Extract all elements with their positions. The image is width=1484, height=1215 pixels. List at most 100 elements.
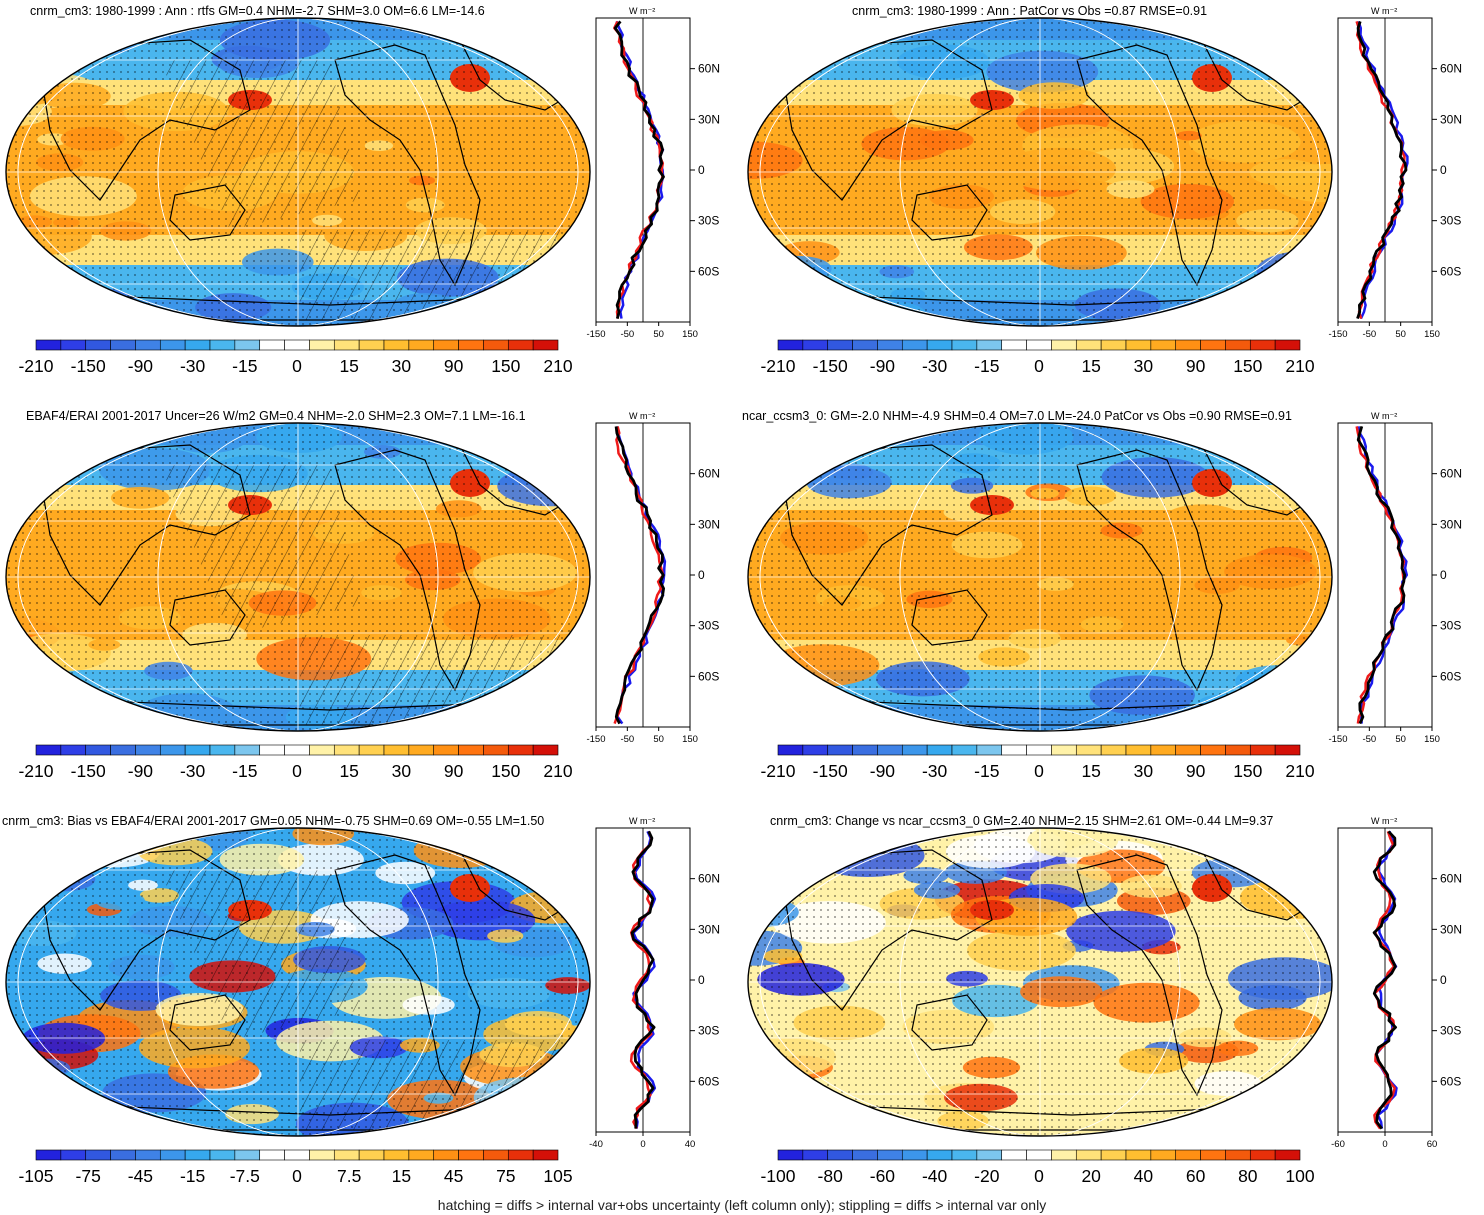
coastline	[781, 444, 993, 606]
colorbar-label: 150	[491, 356, 520, 376]
profile-x-label: 50	[653, 734, 664, 745]
profile-x-label: 0	[640, 1139, 645, 1150]
colorbar-box	[1175, 744, 1201, 756]
colorbar-label: 15	[1081, 761, 1100, 781]
colorbar-label: -90	[870, 761, 896, 781]
map-blob	[17, 283, 86, 309]
stippling	[748, 828, 1332, 1136]
colorbar-label: -210	[18, 761, 53, 781]
colorbar-box	[383, 744, 410, 756]
profile-x-label: -150	[1328, 329, 1347, 340]
footer-caption: hatching = diffs > internal var+obs unce…	[437, 1197, 1047, 1213]
colorbar-box	[951, 744, 978, 756]
colorbar-box	[110, 1149, 136, 1161]
colorbar-box	[159, 339, 186, 351]
map-blob	[533, 1087, 590, 1112]
colorbar-box	[1274, 744, 1301, 756]
colorbar-box	[926, 744, 953, 756]
colorbar-label: 210	[1285, 761, 1314, 781]
colorbar-label: -80	[818, 1166, 844, 1186]
map-blob	[515, 438, 590, 470]
zonal-profile: W m⁻² 60N 30N 0 30S 60S -40 0 40	[589, 816, 720, 1150]
colorbar-label: -90	[128, 761, 154, 781]
profile-lat-label: 0	[1440, 973, 1447, 987]
colorbar-box	[60, 744, 87, 756]
profile-x-label: -50	[620, 734, 634, 745]
profile-lat-label: 30N	[1440, 112, 1462, 126]
colorbar-label: -7.5	[230, 1166, 260, 1186]
profile-x-label: -60	[1331, 1139, 1345, 1150]
colorbar-label: 150	[1233, 761, 1262, 781]
colorbar-label: 90	[1186, 356, 1206, 376]
colorbar-box	[1249, 339, 1276, 351]
profile-lat-label: 30N	[1440, 922, 1462, 936]
colorbar-label: -45	[128, 1166, 153, 1186]
colorbar: -210 -150 -90 -30 -15 0 15 30 90 150 210	[18, 339, 573, 376]
colorbar-label: 30	[392, 356, 412, 376]
map-blob	[14, 423, 100, 445]
profile-x-label: 50	[1395, 734, 1406, 745]
profile-unit-label: W m⁻²	[1371, 816, 1397, 826]
colorbar-label: -100	[760, 1166, 795, 1186]
colorbar-label: 80	[1238, 1166, 1258, 1186]
colorbar-box	[1175, 1149, 1201, 1161]
colorbar-box	[85, 1149, 111, 1161]
map-border	[747, 827, 1333, 1137]
colorbar-box	[976, 1149, 1003, 1161]
coastline	[781, 849, 993, 1011]
profile-lat-label: 30S	[698, 214, 719, 228]
colorbar-box	[852, 1149, 878, 1161]
panel-title: cnrm_cm3: Change vs ncar_ccsm3_0 GM=2.40…	[770, 814, 1274, 828]
profile-lat-label: 60S	[1440, 264, 1461, 278]
colorbar-box	[333, 744, 360, 756]
map-blob	[751, 1092, 832, 1123]
graticule-line	[157, 18, 439, 326]
colorbar-box	[507, 339, 534, 351]
colorbar-label: -60	[870, 1166, 896, 1186]
map-blob	[12, 1091, 43, 1103]
map-blob	[748, 1080, 792, 1099]
profile-lat-label: 0	[1440, 568, 1447, 582]
map-blob	[758, 1103, 863, 1136]
colorbar-box	[1026, 339, 1052, 351]
colorbar-box	[483, 1149, 509, 1161]
colorbar-box	[135, 1149, 161, 1161]
coastline	[911, 589, 988, 646]
colorbar-label: -30	[180, 356, 206, 376]
colorbar-box	[802, 1149, 829, 1161]
colorbar-box	[159, 744, 186, 756]
colorbar-box	[408, 1149, 435, 1161]
profile-x-label: -50	[1362, 329, 1376, 340]
map-blob	[1186, 18, 1296, 49]
graticule-line	[157, 828, 439, 1136]
colorbar-label: 60	[1186, 1166, 1206, 1186]
profile-x-label: 150	[1424, 734, 1440, 745]
coastline	[911, 184, 988, 241]
colorbar-box	[110, 339, 136, 351]
panel-title: ncar_ccsm3_0: GM=-2.0 NHM=-4.9 SHM=0.4 O…	[742, 409, 1292, 423]
profile-lat-label: 30S	[698, 619, 719, 633]
map-border	[747, 17, 1333, 327]
map-border	[5, 17, 591, 327]
colorbar-box	[1274, 1149, 1301, 1161]
coastline	[1076, 449, 1223, 692]
colorbar-box	[309, 1149, 335, 1161]
colorbar-label: -75	[76, 1166, 101, 1186]
profile-lat-label: 60S	[698, 1074, 719, 1088]
colorbar-box	[1249, 1149, 1276, 1161]
colorbar-label: -30	[922, 761, 948, 781]
profile-line-black	[614, 426, 665, 725]
colorbar-label: 105	[543, 1166, 572, 1186]
profile-lat-label: 60N	[1440, 872, 1462, 886]
colorbar-box	[458, 744, 484, 756]
colorbar-label: 75	[496, 1166, 515, 1186]
profile-x-label: -150	[586, 734, 605, 745]
colorbar-box	[827, 339, 853, 351]
colorbar-box	[135, 339, 161, 351]
map-field	[748, 423, 1332, 731]
panel-title: cnrm_cm3: 1980-1999 : Ann : PatCor vs Ob…	[852, 4, 1208, 18]
coastline	[781, 39, 993, 201]
graticule	[6, 423, 590, 731]
colorbar: -105 -75 -45 -15 -7.5 0 7.5 15 45 75 105	[18, 1149, 573, 1186]
